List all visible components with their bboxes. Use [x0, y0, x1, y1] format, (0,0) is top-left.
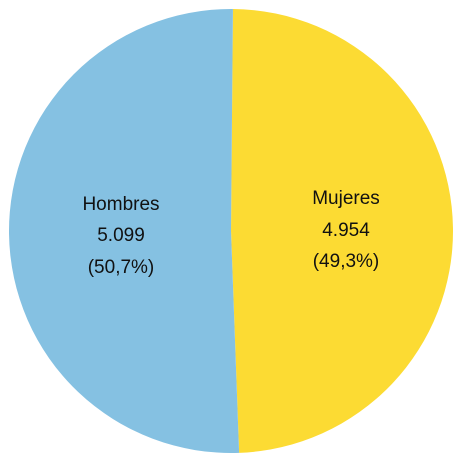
pie-slice-hombres: [9, 8, 240, 453]
slice-label-hombres: Hombres: [82, 194, 159, 215]
slice-value-hombres: 5.099: [97, 225, 145, 246]
slice-percent-mujeres: (49,3%): [313, 251, 380, 272]
pie-slice-mujeres: [231, 9, 453, 453]
label-hombres: Hombres 5.099 (50,7%): [82, 194, 159, 278]
slice-label-mujeres: Mujeres: [312, 188, 380, 209]
slice-percent-hombres: (50,7%): [88, 257, 155, 278]
slice-value-mujeres: 4.954: [322, 220, 370, 241]
label-mujeres: Mujeres 4.954 (49,3%): [312, 188, 380, 272]
pie-slices: [9, 8, 453, 453]
